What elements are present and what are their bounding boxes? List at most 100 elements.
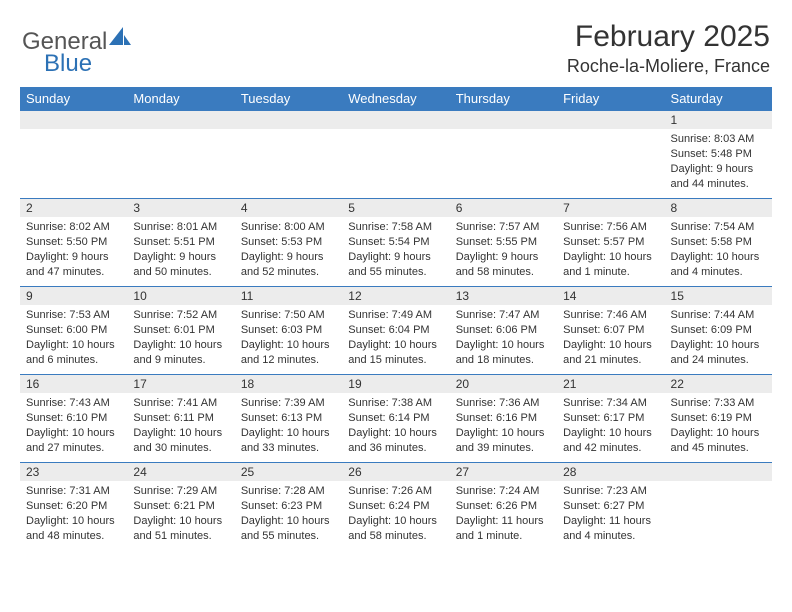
- day-details: Sunrise: 7:39 AMSunset: 6:13 PMDaylight:…: [235, 393, 342, 458]
- day-number: 5: [342, 199, 449, 217]
- sunrise-text: Sunrise: 7:29 AM: [133, 484, 228, 499]
- day-number: 16: [20, 375, 127, 393]
- day-header-row: SundayMondayTuesdayWednesdayThursdayFrid…: [20, 87, 772, 111]
- daylight-text: Daylight: 9 hours and 52 minutes.: [241, 250, 336, 280]
- sunrise-text: Sunrise: 8:03 AM: [671, 132, 766, 147]
- sunset-text: Sunset: 6:17 PM: [563, 411, 658, 426]
- week-row: 16Sunrise: 7:43 AMSunset: 6:10 PMDayligh…: [20, 375, 772, 463]
- sunset-text: Sunset: 5:53 PM: [241, 235, 336, 250]
- daylight-text: Daylight: 10 hours and 12 minutes.: [241, 338, 336, 368]
- sunrise-text: Sunrise: 7:44 AM: [671, 308, 766, 323]
- day-cell: 13Sunrise: 7:47 AMSunset: 6:06 PMDayligh…: [450, 287, 557, 375]
- day-number: 13: [450, 287, 557, 305]
- day-number: 25: [235, 463, 342, 481]
- sunset-text: Sunset: 6:14 PM: [348, 411, 443, 426]
- day-details: Sunrise: 7:54 AMSunset: 5:58 PMDaylight:…: [665, 217, 772, 282]
- day-number: 6: [450, 199, 557, 217]
- day-details: Sunrise: 8:03 AMSunset: 5:48 PMDaylight:…: [665, 129, 772, 194]
- month-title: February 2025: [567, 20, 770, 54]
- day-cell: 5Sunrise: 7:58 AMSunset: 5:54 PMDaylight…: [342, 199, 449, 287]
- day-cell: [127, 111, 234, 199]
- sunrise-text: Sunrise: 7:50 AM: [241, 308, 336, 323]
- day-number: 24: [127, 463, 234, 481]
- sunrise-text: Sunrise: 7:56 AM: [563, 220, 658, 235]
- daylight-text: Daylight: 10 hours and 51 minutes.: [133, 514, 228, 544]
- sunset-text: Sunset: 5:54 PM: [348, 235, 443, 250]
- day-details: Sunrise: 7:43 AMSunset: 6:10 PMDaylight:…: [20, 393, 127, 458]
- daylight-text: Daylight: 11 hours and 4 minutes.: [563, 514, 658, 544]
- day-details: Sunrise: 7:46 AMSunset: 6:07 PMDaylight:…: [557, 305, 664, 370]
- day-details: Sunrise: 7:50 AMSunset: 6:03 PMDaylight:…: [235, 305, 342, 370]
- day-number: 2: [20, 199, 127, 217]
- day-details: Sunrise: 7:41 AMSunset: 6:11 PMDaylight:…: [127, 393, 234, 458]
- daylight-text: Daylight: 10 hours and 33 minutes.: [241, 426, 336, 456]
- sunset-text: Sunset: 5:55 PM: [456, 235, 551, 250]
- logo-text-blue-wrap: Blue: [44, 50, 92, 78]
- day-cell: 20Sunrise: 7:36 AMSunset: 6:16 PMDayligh…: [450, 375, 557, 463]
- daylight-text: Daylight: 10 hours and 18 minutes.: [456, 338, 551, 368]
- day-cell: [20, 111, 127, 199]
- day-details: Sunrise: 7:28 AMSunset: 6:23 PMDaylight:…: [235, 481, 342, 546]
- daylight-text: Daylight: 11 hours and 1 minute.: [456, 514, 551, 544]
- sunset-text: Sunset: 6:00 PM: [26, 323, 121, 338]
- sunset-text: Sunset: 6:04 PM: [348, 323, 443, 338]
- daylight-text: Daylight: 10 hours and 55 minutes.: [241, 514, 336, 544]
- day-cell: 21Sunrise: 7:34 AMSunset: 6:17 PMDayligh…: [557, 375, 664, 463]
- day-details: Sunrise: 8:00 AMSunset: 5:53 PMDaylight:…: [235, 217, 342, 282]
- sunrise-text: Sunrise: 7:43 AM: [26, 396, 121, 411]
- sunrise-text: Sunrise: 7:33 AM: [671, 396, 766, 411]
- day-number: 20: [450, 375, 557, 393]
- day-cell: 24 Sunrise: 7:29 AMSunset: 6:21 PMDayligh…: [127, 463, 234, 551]
- sunset-text: Sunset: 6:23 PM: [241, 499, 336, 514]
- sunrise-text: Sunrise: 7:46 AM: [563, 308, 658, 323]
- day-details: Sunrise: 7:56 AMSunset: 5:57 PMDaylight:…: [557, 217, 664, 282]
- daylight-text: Daylight: 10 hours and 48 minutes.: [26, 514, 121, 544]
- day-cell: 3Sunrise: 8:01 AMSunset: 5:51 PMDaylight…: [127, 199, 234, 287]
- day-number: 26: [342, 463, 449, 481]
- day-cell: 6Sunrise: 7:57 AMSunset: 5:55 PMDaylight…: [450, 199, 557, 287]
- day-header: Saturday: [665, 87, 772, 111]
- day-cell: 10Sunrise: 7:52 AMSunset: 6:01 PMDayligh…: [127, 287, 234, 375]
- sunset-text: Sunset: 6:03 PM: [241, 323, 336, 338]
- sunrise-text: Sunrise: 7:57 AM: [456, 220, 551, 235]
- day-number: 9: [20, 287, 127, 305]
- sunset-text: Sunset: 6:27 PM: [563, 499, 658, 514]
- day-cell: 26Sunrise: 7:26 AMSunset: 6:24 PMDayligh…: [342, 463, 449, 551]
- day-header: Monday: [127, 87, 234, 111]
- daylight-text: Daylight: 9 hours and 47 minutes.: [26, 250, 121, 280]
- sunset-text: Sunset: 6:16 PM: [456, 411, 551, 426]
- sunset-text: Sunset: 6:10 PM: [26, 411, 121, 426]
- day-number: 21: [557, 375, 664, 393]
- day-number: 3: [127, 199, 234, 217]
- sunset-text: Sunset: 6:24 PM: [348, 499, 443, 514]
- sunrise-text: Sunrise: 7:49 AM: [348, 308, 443, 323]
- sunrise-text: Sunrise: 7:38 AM: [348, 396, 443, 411]
- daylight-text: Daylight: 10 hours and 42 minutes.: [563, 426, 658, 456]
- sunrise-text: Sunrise: 7:31 AM: [26, 484, 121, 499]
- day-number: 12: [342, 287, 449, 305]
- day-details: Sunrise: 8:01 AMSunset: 5:51 PMDaylight:…: [127, 217, 234, 282]
- day-details: Sunrise: 7:49 AMSunset: 6:04 PMDaylight:…: [342, 305, 449, 370]
- sunrise-text: Sunrise: 7:26 AM: [348, 484, 443, 499]
- sunset-text: Sunset: 6:21 PM: [133, 499, 228, 514]
- sunset-text: Sunset: 6:20 PM: [26, 499, 121, 514]
- day-number: [127, 111, 234, 129]
- day-cell: [450, 111, 557, 199]
- daylight-text: Daylight: 10 hours and 1 minute.: [563, 250, 658, 280]
- day-cell: 19Sunrise: 7:38 AMSunset: 6:14 PMDayligh…: [342, 375, 449, 463]
- sunset-text: Sunset: 5:50 PM: [26, 235, 121, 250]
- daylight-text: Daylight: 9 hours and 44 minutes.: [671, 162, 766, 192]
- daylight-text: Daylight: 9 hours and 50 minutes.: [133, 250, 228, 280]
- day-details: Sunrise: 7:34 AMSunset: 6:17 PMDaylight:…: [557, 393, 664, 458]
- day-cell: 18Sunrise: 7:39 AMSunset: 6:13 PMDayligh…: [235, 375, 342, 463]
- day-number: [450, 111, 557, 129]
- day-cell: 7Sunrise: 7:56 AMSunset: 5:57 PMDaylight…: [557, 199, 664, 287]
- sunrise-text: Sunrise: 7:47 AM: [456, 308, 551, 323]
- day-number: [235, 111, 342, 129]
- day-cell: 2Sunrise: 8:02 AMSunset: 5:50 PMDaylight…: [20, 199, 127, 287]
- day-details: Sunrise: 7:24 AMSunset: 6:26 PMDaylight:…: [450, 481, 557, 546]
- day-header: Thursday: [450, 87, 557, 111]
- day-header: Friday: [557, 87, 664, 111]
- day-details: Sunrise: 7:26 AMSunset: 6:24 PMDaylight:…: [342, 481, 449, 546]
- daylight-text: Daylight: 10 hours and 9 minutes.: [133, 338, 228, 368]
